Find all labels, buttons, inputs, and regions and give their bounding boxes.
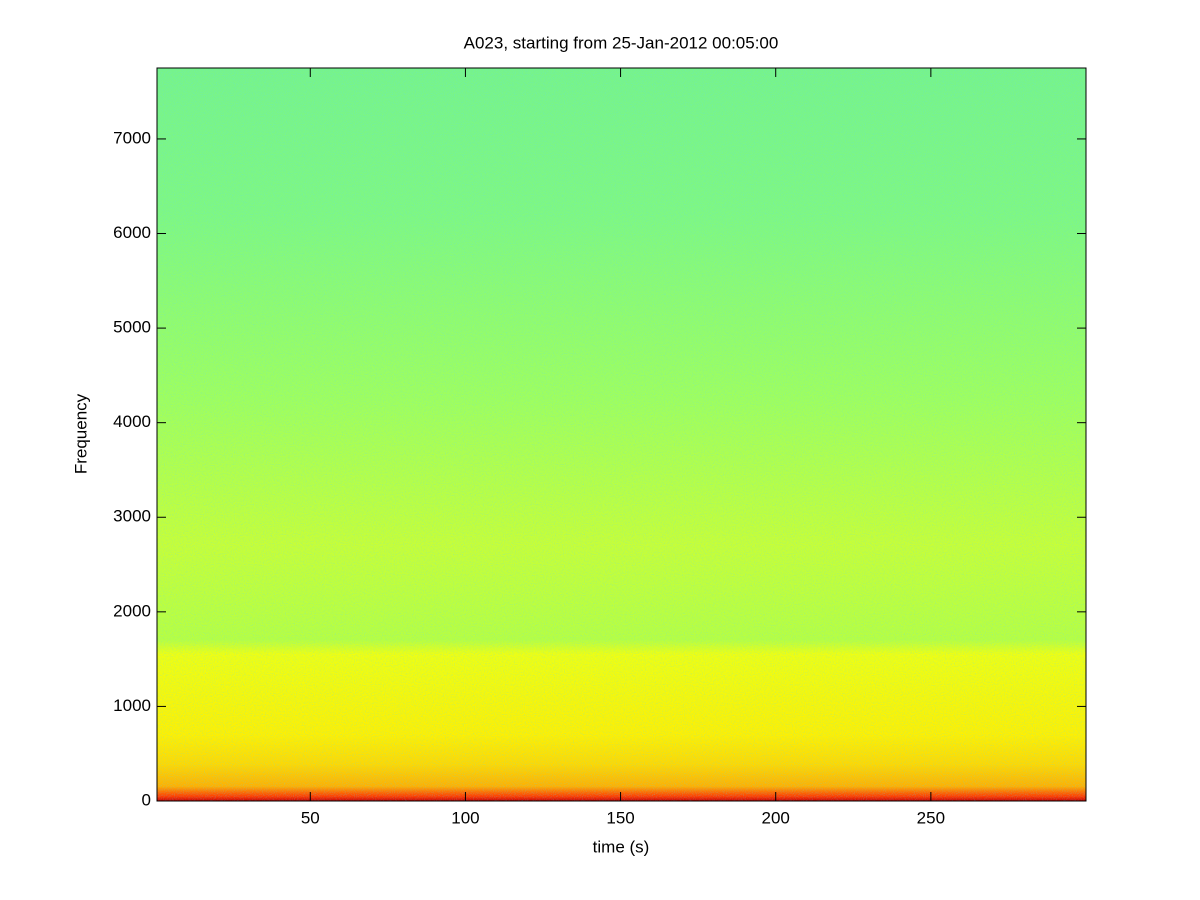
x-tick-label: 150 [606,808,634,827]
y-tick-label: 0 [142,790,151,809]
x-tick-label: 100 [451,808,479,827]
y-axis-label: Frequency [71,393,90,474]
chart-title: A023, starting from 25-Jan-2012 00:05:00 [464,33,779,52]
x-tick-label: 200 [762,808,790,827]
y-tick-label: 1000 [113,696,151,715]
y-tick-label: 3000 [113,507,151,526]
y-tick-label: 2000 [113,601,151,620]
x-tick-label: 250 [917,808,945,827]
y-tick-label: 7000 [113,128,151,147]
spectrogram-noise [157,68,1086,801]
y-tick-label: 4000 [113,412,151,431]
x-axis-label: time (s) [593,837,650,856]
spectrogram-image [157,68,1086,801]
x-tick-label: 50 [301,808,320,827]
y-tick-label: 6000 [113,223,151,242]
plot-frame [156,67,1087,802]
y-tick-label: 5000 [113,318,151,337]
